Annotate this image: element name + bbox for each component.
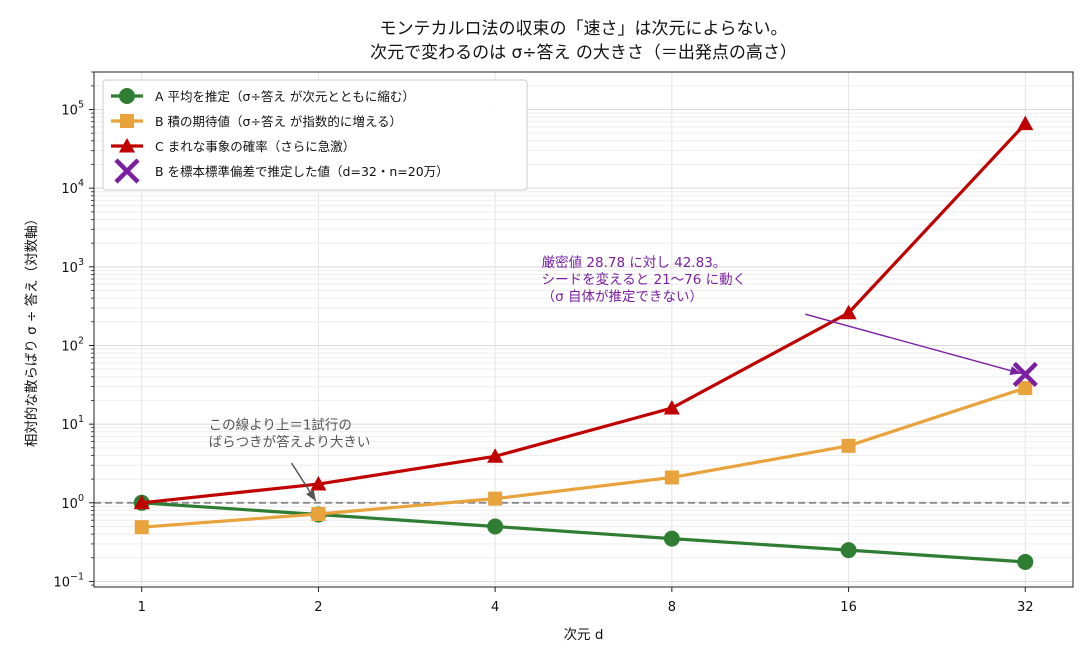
legend-label-2: C まれな事象の確率（さらに急激）	[155, 139, 355, 154]
series-2-point-4	[840, 304, 857, 320]
legend-marker-2	[118, 137, 136, 153]
y-tick-label-0: 10−1	[53, 571, 84, 590]
legend-box	[102, 79, 528, 191]
y-tick-label-3: 102	[61, 335, 84, 354]
annotation-0-arrowhead	[1009, 366, 1022, 375]
y-tick-label-2: 101	[61, 414, 84, 433]
series-1-point-1	[311, 507, 326, 522]
legend-label-0: A 平均を推定（σ÷答え が次元とともに縮む）	[155, 89, 415, 104]
chart-title-line-2: 次元で変わるのは σ÷答え の大きさ（＝出発点の高さ）	[370, 43, 797, 63]
y-axis-label: 相対的な散らばり σ ÷ 答え（対数軸）	[23, 212, 40, 447]
annotation-1-line-1: ばらつきが答えより大きい	[209, 434, 371, 451]
series-1	[134, 381, 1033, 535]
x-axis-label: 次元 d	[564, 627, 604, 643]
annotation-0-line-1: シードを変えると 21〜76 に動く	[542, 271, 747, 288]
series-1-point-0	[134, 520, 149, 535]
series-0-point-2	[487, 518, 504, 535]
annotation-0-arrow	[805, 313, 1022, 375]
series-2-point-0	[133, 494, 150, 510]
series-1-point-3	[664, 470, 679, 485]
series-line-2	[141, 122, 1027, 505]
legend-marker-1	[120, 114, 134, 128]
series-2	[133, 115, 1034, 510]
annotation-0-line-0: 厳密値 28.78 に対し 42.83。	[542, 254, 727, 271]
series-0-point-5	[1017, 553, 1034, 570]
x-tick-label-4: 16	[840, 600, 857, 615]
annotation-0-line-2: （σ 自体が推定できない）	[542, 289, 703, 305]
series-2-point-2	[487, 448, 504, 463]
y-tick-label-6: 105	[61, 100, 84, 119]
legend-entry-1: B 積の期待値（σ÷答え が指数的に増える）	[111, 114, 402, 129]
series-0-point-3	[663, 530, 680, 547]
x-tick-label-1: 2	[314, 600, 322, 615]
x-tick-label-5: 32	[1017, 600, 1034, 615]
series-1-point-5	[1018, 381, 1033, 396]
series-2-point-5	[1017, 115, 1034, 131]
legend-marker-0	[119, 88, 135, 104]
series-line-1	[141, 386, 1026, 529]
x-tick-label-0: 1	[138, 600, 146, 615]
y-tick-label-1: 100	[61, 493, 84, 512]
x-axis-ticks: 1 2 4 8 16 32	[138, 587, 1034, 615]
series-2-point-1	[310, 476, 327, 491]
chart-title-line-1: モンテカルロ法の収束の「速さ」は次元によらない。	[380, 19, 788, 39]
annotation-1-line-0: この線より上＝1試行の	[209, 418, 352, 434]
series-line-0	[141, 501, 1026, 564]
legend-entry-2: C まれな事象の確率（さらに急激）	[111, 137, 355, 154]
x-tick-label-2: 4	[491, 600, 499, 615]
estimate-point	[1012, 361, 1038, 388]
series-1-point-2	[488, 491, 503, 506]
plot-area-frame	[93, 71, 1074, 588]
estimate-marker	[1012, 361, 1038, 388]
chart-title: モンテカルロ法の収束の「速さ」は次元によらない。 次元で変わるのは σ÷答え の…	[370, 19, 797, 63]
y-tick-label-4: 103	[61, 257, 84, 276]
series-0-point-4	[840, 542, 857, 559]
series-layer	[133, 115, 1034, 570]
legend-entry-3: B を標本標準偏差で推定した値（d=32・n=20万）	[114, 158, 449, 184]
annotation-0: 厳密値 28.78 に対し 42.83。シードを変えると 21〜76 に動く（σ…	[542, 254, 1022, 375]
series-1-point-4	[841, 438, 856, 453]
series-2-point-3	[663, 400, 680, 415]
y-tick-label-5: 104	[61, 178, 84, 197]
legend-label-1: B 積の期待値（σ÷答え が指数的に増える）	[155, 114, 402, 129]
legend: A 平均を推定（σ÷答え が次元とともに縮む） B 積の期待値（σ÷答え が指数的…	[102, 79, 528, 191]
y-axis-ticks: 10−1 100 101 102 103 104 105	[53, 71, 94, 590]
annotations: 厳密値 28.78 に対し 42.83。シードを変えると 21〜76 に動く（σ…	[209, 254, 1022, 502]
legend-entry-0: A 平均を推定（σ÷答え が次元とともに縮む）	[111, 88, 415, 104]
legend-marker-3	[114, 158, 140, 184]
x-tick-label-3: 8	[668, 600, 676, 615]
annotation-1-arrowhead	[306, 489, 316, 502]
legend-label-3: B を標本標準偏差で推定した値（d=32・n=20万）	[155, 164, 449, 179]
